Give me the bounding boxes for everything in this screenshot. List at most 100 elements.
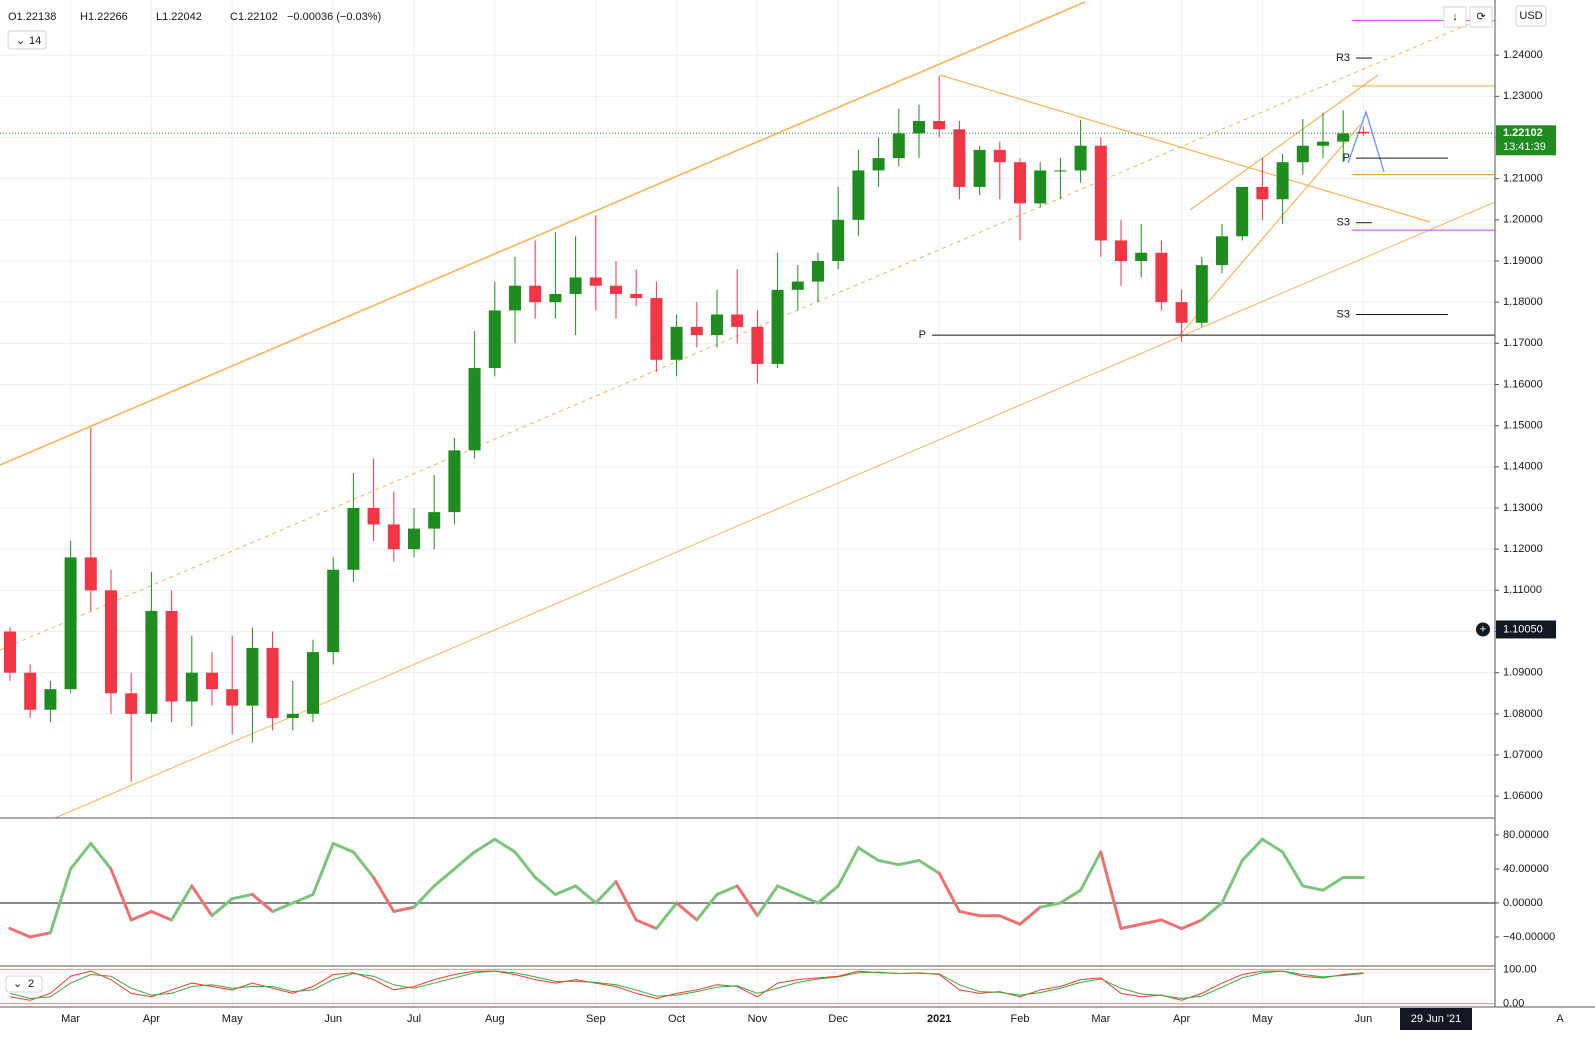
candle-body — [125, 693, 138, 714]
trend-down — [939, 74, 1431, 223]
osc-segment — [1119, 922, 1143, 930]
time-cursor: 29 Jun '21 — [1400, 1008, 1472, 1030]
grid — [0, 0, 1495, 1007]
ohlc-close: C1.22102 — [230, 11, 278, 23]
x-tick-label: May — [222, 1013, 243, 1025]
stoch-line — [9, 970, 1364, 1001]
crosshair-label: 1.10050 — [1503, 623, 1543, 635]
x-tick-label: Apr — [1173, 1013, 1190, 1025]
candle-body — [1317, 141, 1329, 146]
candle-body — [1195, 265, 1208, 323]
osc-segment — [1281, 850, 1305, 888]
indicator-toggle[interactable] — [7, 30, 47, 50]
pivot-label: S3 — [1337, 217, 1350, 229]
y-tick-label: 1.15000 — [1503, 420, 1543, 432]
candle-body — [185, 672, 198, 702]
candle-body — [327, 569, 340, 653]
osc-segment — [432, 867, 456, 888]
osc-segment — [331, 841, 355, 854]
osc-segment — [8, 926, 32, 939]
osc-segment — [311, 841, 335, 896]
osc-segment — [715, 884, 739, 896]
x-tick-label: May — [1252, 1013, 1273, 1025]
plot: 1.060001.070001.080001.090001.100001.110… — [0, 20, 1556, 1025]
osc-segment — [614, 880, 638, 922]
y-tick-label: 1.18000 — [1503, 296, 1543, 308]
scroll-icon: ↓ — [1452, 11, 1458, 23]
x-tick-label: Oct — [668, 1013, 685, 1025]
candle-body — [953, 129, 966, 187]
osc-segment — [553, 884, 578, 896]
osc-segment — [1038, 901, 1062, 909]
osc-segment — [776, 884, 800, 896]
osc-segment — [473, 837, 497, 854]
osc-segment — [796, 892, 820, 905]
y-tick-label: 1.23000 — [1503, 90, 1543, 102]
osc-segment — [48, 867, 73, 935]
x-tick-label: Feb — [1011, 1013, 1030, 1025]
candle-body — [589, 277, 602, 286]
osc-segment — [372, 875, 396, 913]
candle-body — [206, 672, 218, 690]
osc-segment — [998, 914, 1022, 926]
currency-button[interactable] — [1515, 5, 1547, 27]
scroll-button[interactable] — [1443, 6, 1467, 28]
osc-segment — [412, 884, 436, 909]
indicator-arrow: ⌄ — [16, 35, 25, 47]
y-tick-label: 1.20000 — [1503, 214, 1543, 226]
last-price-label: 1.22102 — [1503, 127, 1543, 139]
osc-tick-label: −40.00000 — [1503, 931, 1555, 943]
candle-body — [1135, 252, 1148, 262]
y-tick-label: 1.07000 — [1503, 749, 1543, 761]
crosshair-box — [1496, 620, 1556, 639]
osc-segment — [877, 858, 901, 867]
osc-segment — [392, 905, 416, 913]
osc-segment — [1321, 875, 1345, 892]
pane-count: 2 — [28, 978, 34, 990]
currency: USD — [1519, 10, 1542, 22]
osc-segment — [957, 909, 982, 918]
auto-scale[interactable]: A — [1556, 1013, 1564, 1025]
osc-segment — [594, 880, 618, 905]
x-tick-label: Apr — [143, 1013, 160, 1025]
candle-body — [630, 293, 643, 299]
candle-body — [226, 689, 239, 706]
wedge-bottom — [1179, 124, 1361, 336]
candle-body — [812, 261, 824, 282]
pane-toggle[interactable] — [5, 975, 43, 993]
osc-segment — [291, 892, 315, 905]
candle-body — [307, 652, 319, 714]
pivot-label: P — [1343, 152, 1350, 164]
y-tick-label: 1.24000 — [1503, 49, 1543, 61]
candle-body — [347, 508, 360, 570]
osc-segment — [1159, 918, 1184, 930]
last-price-box — [1496, 125, 1556, 156]
candle-body — [387, 524, 400, 550]
osc-segment — [69, 841, 93, 871]
candle-body — [1054, 170, 1067, 172]
candle-body — [44, 689, 57, 710]
ohlc-high: H1.22266 — [80, 11, 128, 23]
ohlc-change: −0.00036 (−0.03%) — [287, 11, 381, 23]
candle-body — [1296, 145, 1309, 163]
candle-body — [24, 672, 37, 710]
candle-body — [731, 314, 744, 327]
osc-segment — [493, 837, 517, 854]
candle-body — [569, 277, 582, 294]
candle-body — [1115, 240, 1127, 262]
osc-segment — [1058, 888, 1083, 905]
x-tick-label: Nov — [748, 1013, 768, 1025]
candle-body — [690, 326, 703, 336]
candle-body — [549, 293, 562, 303]
osc-segment — [89, 841, 113, 871]
reset-button[interactable] — [1469, 6, 1493, 28]
osc-segment — [856, 846, 881, 862]
candle-body — [1216, 236, 1228, 266]
candle-body — [428, 512, 441, 529]
candle-body — [1357, 131, 1370, 134]
osc-segment — [917, 858, 941, 875]
indicator-length: 14 — [29, 35, 41, 47]
candle-body — [791, 281, 804, 290]
candle-body — [1276, 162, 1289, 200]
osc-segment — [250, 892, 275, 913]
